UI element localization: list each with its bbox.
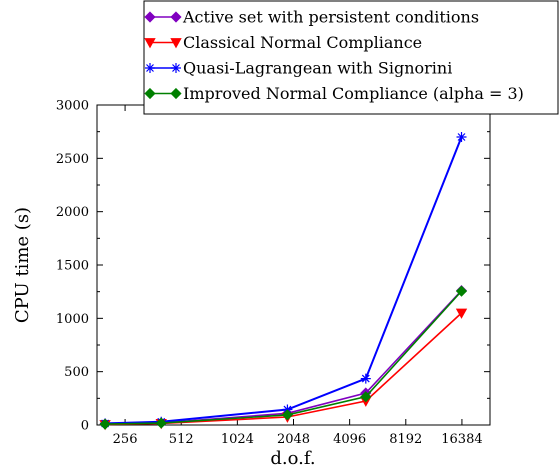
x-tick-label: 256 bbox=[113, 432, 138, 447]
y-tick-label: 1000 bbox=[56, 312, 89, 327]
legend-entry: Quasi-Lagrangean with Signorini bbox=[145, 59, 452, 78]
plot-frame bbox=[96, 104, 491, 426]
x-tick-label: 16384 bbox=[441, 432, 482, 447]
legend-marker bbox=[144, 38, 156, 49]
series-layer bbox=[99, 132, 468, 431]
legend-marker bbox=[145, 63, 155, 73]
data-point bbox=[456, 132, 467, 142]
legend-label: Active set with persistent conditions bbox=[182, 8, 479, 27]
data-point bbox=[360, 391, 372, 403]
legend-label: Improved Normal Compliance (alpha = 3) bbox=[183, 84, 524, 103]
x-tick-label: 1024 bbox=[221, 432, 254, 447]
x-tick-label: 512 bbox=[169, 432, 194, 447]
y-tick-label: 2000 bbox=[56, 205, 89, 220]
legend-marker bbox=[144, 11, 156, 23]
legend-box bbox=[143, 0, 559, 115]
x-tick-label: 2048 bbox=[277, 432, 310, 447]
y-tick-label: 2500 bbox=[56, 152, 89, 167]
x-axis-ticks: 256 512 1024 2048 4096 8192 16384 bbox=[113, 105, 483, 447]
legend: Active set with persistent conditions Cla… bbox=[143, 0, 559, 115]
y-tick-label: 3000 bbox=[56, 99, 89, 114]
data-point bbox=[455, 308, 468, 319]
legend-marker bbox=[170, 87, 182, 100]
series-4 bbox=[99, 285, 468, 430]
data-point bbox=[360, 373, 371, 384]
data-point bbox=[455, 285, 468, 297]
data-point bbox=[155, 417, 167, 429]
x-tick-label: 4096 bbox=[333, 432, 366, 447]
legend-marker bbox=[171, 63, 181, 73]
legend-entry: Classical Normal Compliance bbox=[144, 33, 422, 52]
y-axis-title: CPU time (s) bbox=[12, 207, 33, 323]
legend-marker bbox=[170, 38, 182, 49]
legend-entry: Active set with persistent conditions bbox=[144, 8, 479, 27]
y-tick-label: 500 bbox=[64, 365, 89, 380]
y-tick-label: 1500 bbox=[56, 259, 89, 274]
x-axis-title: d.o.f. bbox=[270, 448, 315, 469]
data-point bbox=[99, 418, 111, 430]
y-tick-label: 0 bbox=[81, 419, 89, 434]
legend-marker bbox=[144, 87, 156, 100]
legend-label: Classical Normal Compliance bbox=[183, 33, 422, 52]
y-axis-ticks: 0 500 1000 1500 2000 2500 3000 bbox=[56, 99, 490, 434]
legend-entry: Improved Normal Compliance (alpha = 3) bbox=[144, 84, 524, 103]
legend-entries: Active set with persistent conditions Cla… bbox=[144, 8, 524, 103]
legend-marker bbox=[170, 11, 182, 23]
legend-label: Quasi-Lagrangean with Signorini bbox=[183, 59, 452, 78]
data-point bbox=[281, 409, 293, 421]
x-tick-label: 8192 bbox=[389, 432, 422, 447]
